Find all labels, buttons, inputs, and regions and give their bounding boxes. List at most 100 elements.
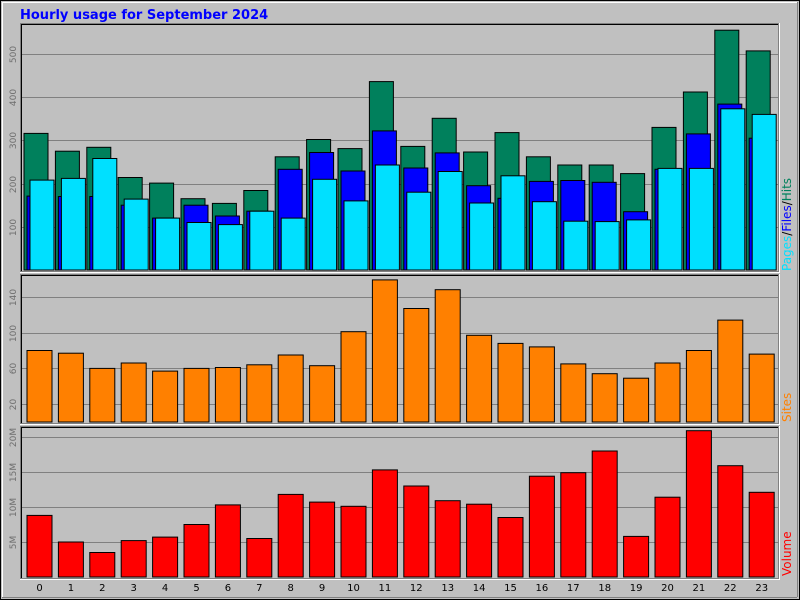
hour-tick-label: 4 <box>162 583 168 594</box>
bar-volume-hour-17 <box>560 472 587 578</box>
bar-volume-hour-3 <box>120 540 147 578</box>
bar-pages-hour-8 <box>280 217 306 271</box>
bar-pages-hour-21 <box>688 167 714 271</box>
hour-tick-label: 17 <box>567 583 580 594</box>
hour-tick-label: 12 <box>410 583 423 594</box>
bar-pages-hour-7 <box>249 210 275 271</box>
bar-volume-hour-7 <box>246 538 273 578</box>
bar-sites-hour-10 <box>340 331 367 423</box>
bar-volume-hour-16 <box>528 475 555 578</box>
hour-tick-label: 2 <box>99 583 105 594</box>
volume-ytick-label: 15M <box>9 463 19 482</box>
sites-ytick-label: 60 <box>9 363 19 375</box>
bar-pages-hour-14 <box>469 202 495 271</box>
hour-tick-label: 11 <box>379 583 392 594</box>
bar-sites-hour-1 <box>57 352 84 423</box>
bar-pages-hour-10 <box>343 200 369 271</box>
bar-volume-hour-12 <box>403 485 430 578</box>
bar-volume-hour-23 <box>748 491 775 578</box>
bar-sites-hour-7 <box>246 364 273 423</box>
chart-title: Hourly usage for September 2024 <box>20 8 268 23</box>
bar-sites-hour-15 <box>497 342 524 423</box>
hour-tick-label: 7 <box>256 583 262 594</box>
hour-tick-label: 13 <box>441 583 454 594</box>
sites-ytick-label: 100 <box>9 325 19 342</box>
bar-pages-hour-5 <box>186 222 212 271</box>
bar-volume-hour-19 <box>623 535 650 578</box>
volume-legend: Volume <box>780 531 794 576</box>
bar-sites-hour-8 <box>277 354 304 423</box>
hour-tick-label: 16 <box>536 583 549 594</box>
bar-sites-hour-6 <box>214 367 241 423</box>
legend-pages: Pages <box>780 236 794 271</box>
bar-volume-hour-10 <box>340 505 367 578</box>
bar-volume-hour-8 <box>277 493 304 578</box>
bar-sites-hour-4 <box>152 370 179 423</box>
bar-pages-hour-12 <box>406 191 432 271</box>
hour-tick-label: 6 <box>225 583 231 594</box>
bar-sites-hour-5 <box>183 367 210 423</box>
bar-sites-hour-9 <box>309 365 336 423</box>
bar-volume-hour-18 <box>591 450 618 578</box>
hour-tick-label: 20 <box>661 583 674 594</box>
hits-files-pages-panel: 100 200 300 400 500 Pages/Files/Hits <box>9 23 794 273</box>
volume-ytick-label: 10M <box>9 498 19 517</box>
bar-sites-hour-17 <box>560 363 587 423</box>
hits-files-pages-ytick-label: 200 <box>9 176 19 193</box>
hour-tick-label: 10 <box>347 583 360 594</box>
bar-pages-hour-16 <box>531 201 557 271</box>
bar-sites-hour-3 <box>120 362 147 423</box>
bar-pages-hour-13 <box>437 171 463 271</box>
hour-tick-label: 5 <box>193 583 199 594</box>
bar-volume-hour-21 <box>685 430 712 578</box>
bar-volume-hour-2 <box>89 552 116 578</box>
bar-volume-hour-4 <box>152 536 179 578</box>
bar-volume-hour-14 <box>466 503 493 578</box>
bar-sites-hour-20 <box>654 362 681 423</box>
hour-tick-label: 0 <box>36 583 42 594</box>
bar-sites-hour-18 <box>591 373 618 423</box>
bar-sites-hour-11 <box>371 279 398 423</box>
volume-ytick-label: 20M <box>9 428 19 447</box>
bar-pages-hour-4 <box>155 217 181 271</box>
volume-ytick-label: 5M <box>9 536 19 550</box>
legend-files: Files <box>780 205 794 231</box>
bar-volume-hour-13 <box>434 500 461 578</box>
bar-pages-hour-18 <box>594 221 620 271</box>
bar-sites-hour-22 <box>717 319 744 423</box>
hits-files-pages-ytick-label: 400 <box>9 89 19 106</box>
bar-volume-hour-0 <box>26 514 53 578</box>
bar-pages-hour-17 <box>563 220 589 271</box>
bar-pages-hour-15 <box>500 175 526 271</box>
bar-sites-hour-0 <box>26 350 53 423</box>
hour-tick-label: 19 <box>630 583 643 594</box>
bar-sites-hour-21 <box>685 350 712 423</box>
bar-pages-hour-22 <box>720 108 746 271</box>
bar-sites-hour-14 <box>466 334 493 423</box>
bar-sites-hour-2 <box>89 367 116 423</box>
hour-tick-label: 9 <box>319 583 325 594</box>
bar-sites-hour-16 <box>528 346 555 423</box>
hour-tick-label: 22 <box>724 583 737 594</box>
bar-pages-hour-2 <box>92 158 118 271</box>
legend-hits: Hits <box>780 178 794 201</box>
volume-panel: 5M 10M 15M 20M Volume <box>9 426 794 580</box>
bar-sites-hour-12 <box>403 308 430 423</box>
bar-pages-hour-20 <box>657 167 683 271</box>
sites-ytick-label: 20 <box>9 399 19 411</box>
hour-tick-label: 21 <box>693 583 706 594</box>
bar-pages-hour-0 <box>29 179 55 271</box>
bar-sites-hour-23 <box>748 353 775 423</box>
bar-volume-hour-22 <box>717 465 744 578</box>
bar-volume-hour-1 <box>57 541 84 578</box>
hour-tick-label: 15 <box>504 583 517 594</box>
bar-pages-hour-9 <box>312 178 338 271</box>
bar-pages-hour-11 <box>374 164 400 271</box>
bar-volume-hour-5 <box>183 524 210 578</box>
bar-volume-hour-9 <box>309 501 336 578</box>
hits-files-pages-ytick-label: 500 <box>9 46 19 63</box>
hits-files-pages-ytick-label: 100 <box>9 219 19 236</box>
bar-pages-hour-23 <box>751 113 777 271</box>
sites-panel: 20 60 100 140 Sites <box>9 274 794 425</box>
